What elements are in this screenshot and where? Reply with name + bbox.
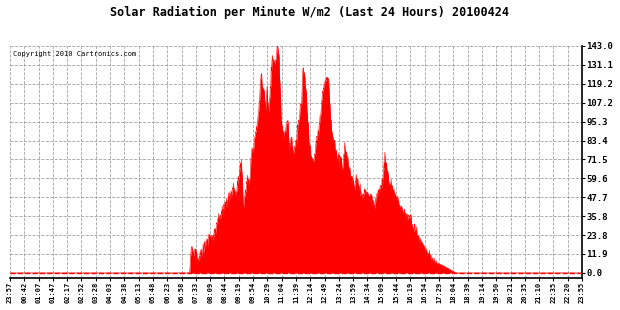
Text: Solar Radiation per Minute W/m2 (Last 24 Hours) 20100424: Solar Radiation per Minute W/m2 (Last 24… [110, 6, 510, 19]
Text: Copyright 2010 Cartronics.com: Copyright 2010 Cartronics.com [13, 51, 136, 57]
